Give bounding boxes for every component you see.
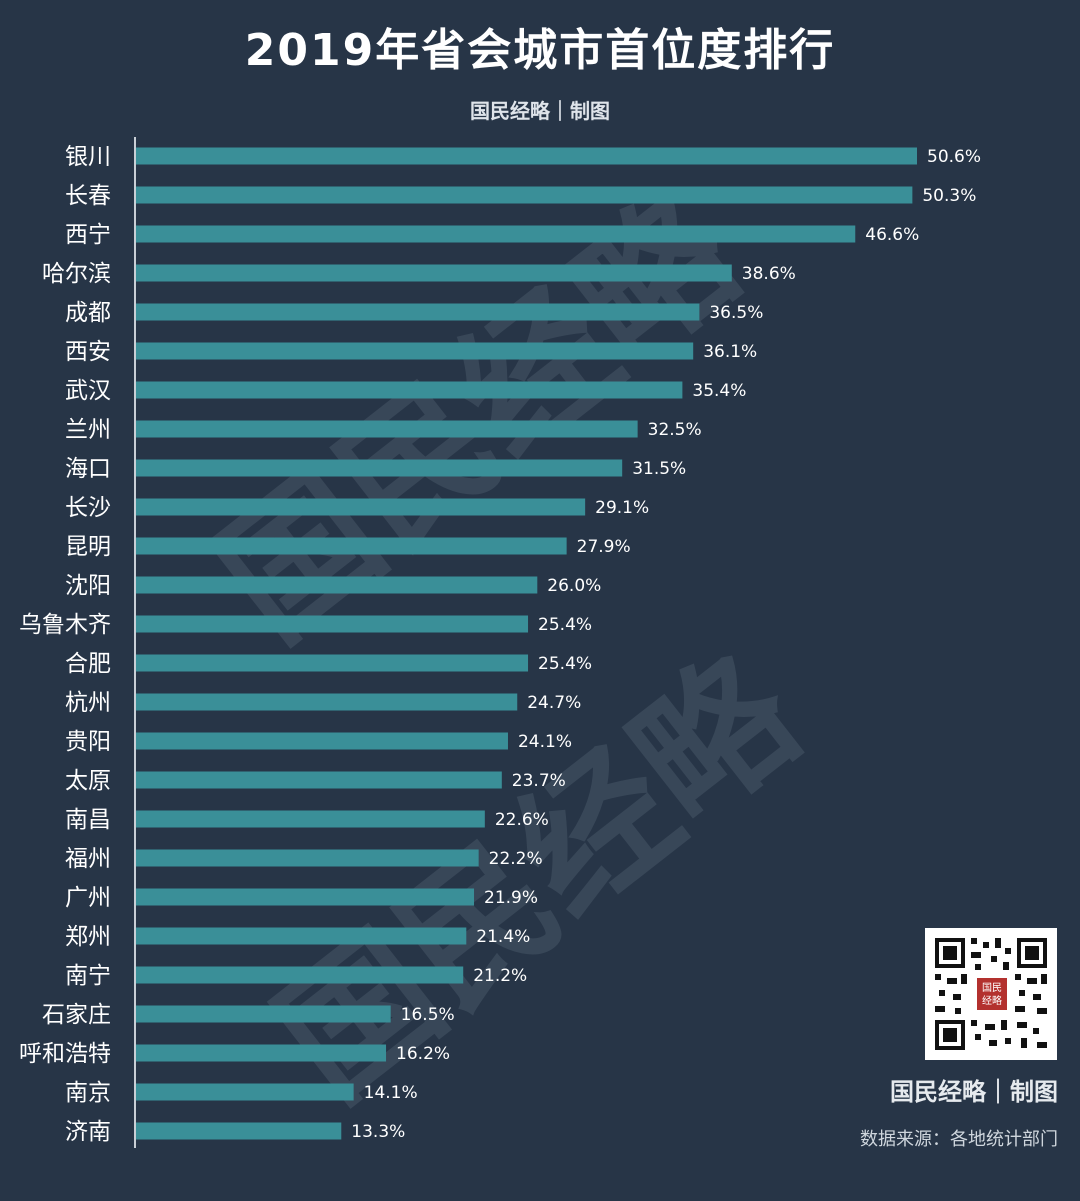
value-label: 27.9% <box>577 537 631 557</box>
bar <box>136 966 464 984</box>
category-label: 昆明 <box>65 534 111 560</box>
value-label: 32.5% <box>648 420 702 440</box>
chart-title: 2019年省会城市首位度排行 <box>244 25 836 76</box>
bar <box>136 186 913 204</box>
value-label: 50.6% <box>927 147 981 167</box>
value-label: 31.5% <box>632 459 686 479</box>
category-label: 南宁 <box>65 963 111 989</box>
value-label: 24.1% <box>518 732 572 752</box>
category-label: 海口 <box>65 456 111 482</box>
category-label: 沈阳 <box>65 573 111 599</box>
bar <box>136 420 638 438</box>
bar <box>136 576 538 594</box>
bar <box>136 225 856 243</box>
value-label: 36.5% <box>709 303 763 323</box>
qr-badge-line-1: 国民 <box>982 982 1002 994</box>
value-label: 25.4% <box>538 615 592 635</box>
category-label: 南昌 <box>65 807 111 833</box>
category-label: 广州 <box>65 885 111 911</box>
category-label: 西安 <box>65 339 111 365</box>
bar <box>136 303 700 321</box>
category-label: 石家庄 <box>42 1002 111 1028</box>
category-label: 福州 <box>65 846 111 872</box>
bar <box>136 771 502 789</box>
bar <box>136 1122 342 1140</box>
category-label: 长沙 <box>65 495 111 521</box>
value-label: 14.1% <box>364 1083 418 1103</box>
bar <box>136 459 623 477</box>
bar <box>136 888 475 906</box>
bar <box>136 1044 387 1062</box>
bar <box>136 1083 354 1101</box>
category-label: 郑州 <box>65 924 111 950</box>
value-label: 38.6% <box>742 264 796 284</box>
brand-credit-top: 国民经略｜制图 <box>470 99 610 123</box>
bar <box>136 1005 391 1023</box>
bar <box>136 381 683 399</box>
value-label: 46.6% <box>865 225 919 245</box>
value-label: 24.7% <box>527 693 581 713</box>
value-label: 50.3% <box>922 186 976 206</box>
value-label: 29.1% <box>595 498 649 518</box>
bar <box>136 537 567 555</box>
bar <box>136 342 694 360</box>
category-label: 太原 <box>65 768 111 794</box>
qr-badge-line-2: 经略 <box>982 994 1002 1007</box>
value-label: 13.3% <box>351 1122 405 1142</box>
bar <box>136 693 518 711</box>
category-label: 南京 <box>65 1080 111 1106</box>
bar <box>136 498 586 516</box>
category-label: 成都 <box>65 300 111 326</box>
value-label: 21.4% <box>476 927 530 947</box>
value-label: 26.0% <box>547 576 601 596</box>
bar <box>136 927 467 945</box>
bar <box>136 849 479 867</box>
category-label: 济南 <box>65 1119 111 1145</box>
value-label: 16.5% <box>401 1005 455 1025</box>
category-label: 哈尔滨 <box>42 261 111 287</box>
value-label: 23.7% <box>512 771 566 791</box>
value-label: 22.6% <box>495 810 549 830</box>
bar <box>136 732 508 750</box>
category-label: 呼和浩特 <box>19 1041 111 1067</box>
bar <box>136 615 529 633</box>
value-label: 25.4% <box>538 654 592 674</box>
value-label: 22.2% <box>489 849 543 869</box>
bar <box>136 810 485 828</box>
category-label: 贵阳 <box>65 729 111 755</box>
qr-code-graphic: 国民 经略 <box>925 928 1057 1060</box>
data-source: 数据来源：各地统计部门 <box>860 1129 1058 1150</box>
brand-credit-bottom: 国民经略｜制图 <box>890 1077 1058 1106</box>
category-label: 兰州 <box>65 417 111 443</box>
value-label: 35.4% <box>692 381 746 401</box>
category-label: 合肥 <box>65 651 111 677</box>
category-label: 武汉 <box>65 378 111 404</box>
value-label: 21.9% <box>484 888 538 908</box>
category-label: 乌鲁木齐 <box>19 612 111 638</box>
category-label: 杭州 <box>65 690 111 716</box>
category-label: 西宁 <box>65 222 111 248</box>
qr-code[interactable]: 国民 经略 <box>925 928 1057 1060</box>
category-label: 银川 <box>65 144 111 170</box>
category-label: 长春 <box>65 183 111 209</box>
bar <box>136 147 917 165</box>
bar <box>136 264 732 282</box>
value-label: 36.1% <box>703 342 757 362</box>
bar <box>136 654 529 672</box>
value-label: 16.2% <box>396 1044 450 1064</box>
value-label: 21.2% <box>473 966 527 986</box>
